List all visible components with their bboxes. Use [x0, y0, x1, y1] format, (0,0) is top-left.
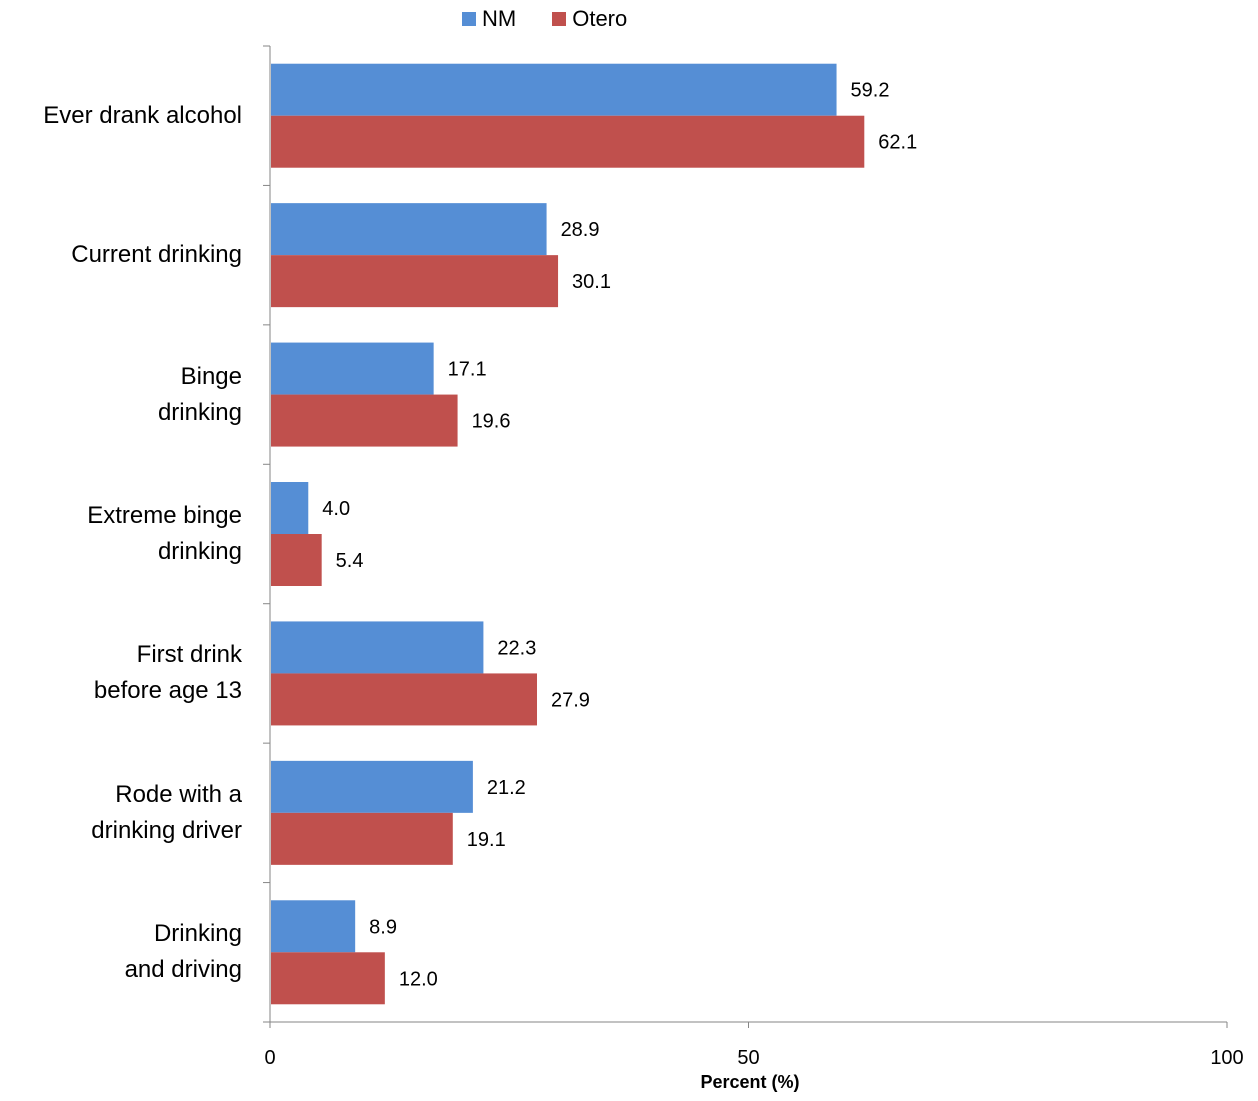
- category-label: Drinking and driving: [124, 920, 242, 984]
- bar-nm: [271, 342, 434, 395]
- data-label: 30.1: [572, 271, 611, 293]
- x-tick-label: 100: [1210, 1047, 1243, 1069]
- bar-otero: [271, 534, 322, 586]
- data-label: 4.0: [322, 498, 350, 520]
- category-label: Rode with a drinking driver: [91, 780, 242, 844]
- bar-nm: [271, 203, 547, 256]
- data-label: 22.3: [497, 637, 536, 659]
- x-tick-label: 0: [264, 1047, 275, 1069]
- x-axis-title: Percent (%): [700, 1072, 800, 1092]
- data-label: 19.6: [472, 411, 511, 433]
- x-tick-label: 50: [737, 1047, 759, 1069]
- data-label: 5.4: [336, 550, 364, 572]
- legend-item-otero: Otero: [552, 6, 627, 32]
- category-label: Extreme binge drinking: [87, 502, 242, 565]
- data-label: 19.1: [467, 829, 506, 851]
- legend-swatch-otero: [552, 12, 567, 26]
- category-label: First drink before age 13: [93, 641, 242, 705]
- data-label: 17.1: [448, 359, 487, 381]
- bar-nm: [271, 63, 837, 116]
- bar-nm: [271, 900, 356, 953]
- data-label: 28.9: [561, 219, 600, 241]
- bar-otero: [271, 255, 559, 308]
- legend-label-otero: Otero: [572, 6, 628, 31]
- bar-otero: [271, 812, 453, 865]
- bar-otero: [271, 673, 538, 726]
- chart-legend: NM Otero: [462, 6, 663, 32]
- data-label: 62.1: [878, 132, 917, 154]
- data-label: 59.2: [851, 80, 890, 102]
- data-label: 12.0: [399, 968, 438, 990]
- data-label: 27.9: [551, 689, 590, 711]
- legend-item-nm: NM: [462, 6, 516, 32]
- bar-nm: [271, 621, 484, 674]
- data-label: 8.9: [369, 916, 397, 938]
- category-label: Ever drank alcohol: [43, 101, 242, 129]
- legend-swatch-nm: [462, 12, 476, 26]
- bar-otero: [271, 115, 865, 168]
- bar-otero: [271, 394, 458, 447]
- category-label: Binge drinking: [157, 362, 242, 426]
- bar-otero: [271, 952, 385, 1005]
- bar-nm: [271, 482, 309, 534]
- legend-label-nm: NM: [482, 6, 517, 31]
- category-label: Current drinking: [71, 241, 242, 269]
- data-label: 21.2: [487, 777, 526, 799]
- bar-nm: [271, 760, 473, 813]
